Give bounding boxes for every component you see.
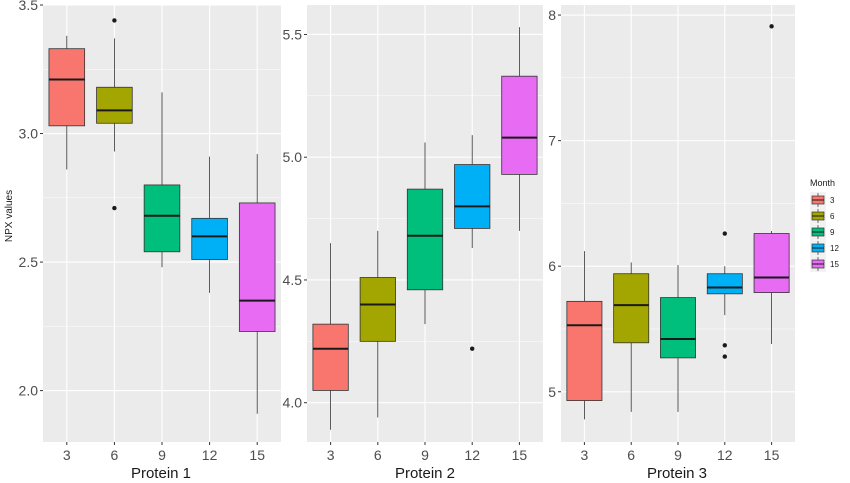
- box-month-15: [753, 24, 790, 345]
- box-month-3: [566, 251, 603, 420]
- legend: Month 3 6 9 12 15: [810, 178, 839, 272]
- outlier-point: [722, 343, 727, 348]
- legend-label: 3: [830, 196, 835, 205]
- y-tick-label: 5.5: [283, 26, 303, 42]
- y-tick-label: 8: [548, 7, 556, 23]
- y-tick-label: 7: [548, 133, 556, 149]
- y-axis-title: NPX values: [4, 190, 15, 242]
- box-month-15: [501, 27, 538, 231]
- x-tick-label: 6: [374, 447, 382, 463]
- outlier-point: [112, 18, 117, 23]
- x-tick-label: 12: [464, 447, 480, 463]
- x-tick-label: 12: [202, 447, 218, 463]
- box-month-6: [613, 262, 650, 412]
- x-tick-label: 6: [627, 447, 635, 463]
- iqr-box: [613, 273, 650, 344]
- y-tick-label: 4.0: [283, 395, 303, 411]
- box-month-6: [359, 230, 396, 418]
- x-tick-label: 12: [717, 447, 733, 463]
- x-tick-label: 9: [158, 447, 166, 463]
- x-tick-label: 6: [111, 447, 119, 463]
- y-tick-label: 5: [548, 384, 556, 400]
- box-month-9: [143, 92, 181, 268]
- iqr-box: [706, 273, 743, 295]
- outlier-point: [470, 346, 475, 351]
- iqr-box: [143, 184, 181, 253]
- y-tick-label: 5.0: [283, 149, 303, 165]
- legend-title: Month: [810, 178, 835, 188]
- y-tick-label: 2.5: [19, 254, 39, 270]
- x-tick-label: 3: [327, 447, 335, 463]
- legend-label: 6: [830, 212, 835, 221]
- iqr-box: [238, 202, 276, 332]
- y-tick-label: 6: [548, 258, 556, 274]
- x-tick-label: 9: [674, 447, 682, 463]
- outlier-point: [722, 231, 727, 236]
- x-tick-label: 3: [63, 447, 71, 463]
- legend-label: 12: [830, 244, 839, 253]
- panel-protein-1: 2.0 2.5 3.0 3.5 3 6 9 12 15: [19, 0, 281, 463]
- y-tick-label: 3.0: [19, 126, 39, 142]
- y-tick-label: 2.0: [19, 383, 39, 399]
- x-axis-title-protein-1: Protein 1: [131, 465, 191, 482]
- x-tick-label: 15: [249, 447, 265, 463]
- box-month-9: [406, 142, 444, 325]
- iqr-box: [566, 300, 603, 401]
- x-tick-label: 15: [512, 447, 528, 463]
- iqr-box: [96, 86, 133, 124]
- legend-label: 9: [830, 228, 835, 237]
- box-month-3: [48, 35, 86, 170]
- x-tick-label: 9: [421, 447, 429, 463]
- y-tick-label: 3.5: [19, 0, 39, 13]
- box-month-12: [191, 156, 228, 293]
- x-axis-title-protein-2: Protein 2: [395, 465, 455, 482]
- iqr-box: [359, 277, 396, 342]
- legend-label: 15: [830, 260, 839, 269]
- panel-protein-2: 4.0 4.5 5.0 5.5 3 6 9 12 15: [283, 5, 543, 463]
- box-month-12: [706, 231, 743, 359]
- box-month-9: [660, 264, 696, 412]
- iqr-box: [454, 164, 491, 229]
- box-month-12: [454, 135, 491, 351]
- iqr-box: [312, 323, 349, 391]
- box-month-6: [96, 18, 133, 211]
- panel-protein-3: 5 6 7 8 3 6 9 12 15: [548, 5, 795, 463]
- outlier-point: [769, 24, 774, 29]
- box-month-15: [238, 154, 276, 414]
- iqr-box: [191, 217, 228, 260]
- outlier-point: [112, 205, 117, 211]
- y-tick-label: 4.5: [283, 272, 303, 288]
- box-month-3: [312, 243, 349, 430]
- iqr-box: [753, 233, 790, 293]
- iqr-box: [660, 297, 696, 359]
- x-tick-label: 15: [764, 447, 780, 463]
- iqr-box: [48, 48, 86, 127]
- x-tick-label: 3: [581, 447, 589, 463]
- iqr-box: [501, 75, 538, 175]
- outlier-point: [722, 354, 727, 359]
- iqr-box: [406, 188, 444, 291]
- x-axis-title-protein-3: Protein 3: [647, 465, 707, 482]
